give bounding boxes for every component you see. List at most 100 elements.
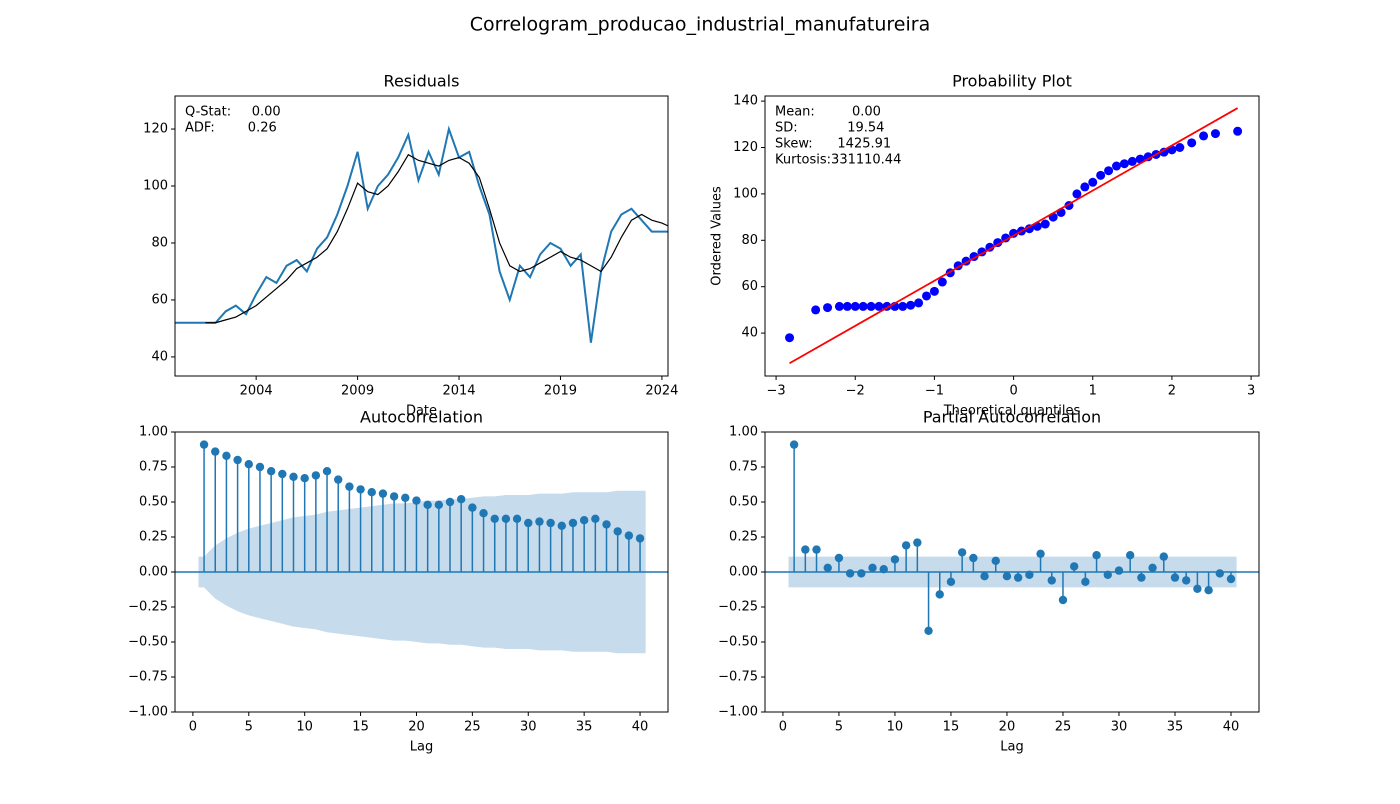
x-tick-label: 1 (1089, 384, 1097, 399)
stem-marker (1226, 574, 1236, 584)
y-tick-label: 1.00 (729, 425, 758, 440)
point (906, 300, 916, 310)
y-tick-label: 0.75 (729, 460, 758, 475)
stem-marker (991, 556, 1000, 565)
point (1009, 228, 1019, 238)
x-tick-label: 30 (1111, 720, 1128, 735)
y-tick-label: −0.25 (718, 600, 758, 615)
stem-marker (579, 516, 589, 525)
x-tick-label: 0 (1009, 384, 1017, 399)
panel-title: Probability Plot (952, 72, 1072, 91)
x-tick-label: 30 (520, 720, 537, 735)
y-tick-label: 100 (733, 186, 758, 201)
annotation: Skew: 1425.91 (775, 137, 891, 152)
point (834, 301, 844, 311)
stem-marker (244, 460, 253, 469)
y-tick-label: 60 (151, 292, 168, 307)
panel-title: Partial Autocorrelation (923, 408, 1101, 427)
stem-marker (1137, 573, 1146, 582)
stem-marker (1159, 552, 1168, 561)
point (858, 301, 868, 311)
stem-marker (568, 518, 578, 528)
y-tick-label: 40 (741, 326, 758, 341)
stem-marker (222, 451, 231, 460)
point (1119, 159, 1129, 169)
stem-marker (834, 553, 844, 563)
point (1088, 177, 1098, 187)
x-tick-label: −3 (766, 384, 785, 399)
stem-marker (624, 531, 634, 540)
point (929, 286, 939, 296)
stem-marker (868, 563, 877, 572)
y-tick-label: 40 (151, 349, 168, 364)
stem-marker (879, 565, 888, 574)
point (850, 301, 860, 311)
x-axis-label: Lag (410, 740, 433, 755)
point (1210, 129, 1220, 139)
axes-frame (174, 431, 669, 713)
stem-marker (901, 541, 911, 550)
point (914, 298, 924, 308)
stem-marker (635, 534, 645, 543)
axes-frame (764, 95, 1260, 377)
stem-marker (345, 482, 354, 491)
y-tick-label: −0.50 (128, 635, 168, 650)
annotation: SD: 19.54 (775, 121, 884, 136)
stem-marker (1002, 572, 1012, 581)
x-axis-label: Lag (1000, 740, 1023, 755)
point (823, 303, 833, 313)
x-tick-label: 35 (1167, 720, 1184, 735)
panel: 0 5 10 15 20 25 30 35 40 −1.00 −0.75 −0.50 −0.25 0.00… (718, 408, 1260, 755)
point (1159, 147, 1169, 157)
stem-marker (1181, 576, 1191, 585)
x-tick-label: 10 (887, 720, 904, 735)
stem-marker (546, 518, 555, 528)
stem-marker (812, 545, 821, 554)
point (1080, 182, 1090, 192)
y-tick-label: 80 (151, 235, 168, 250)
plot-area (175, 125, 668, 343)
stem-marker (479, 509, 488, 518)
annotation: Kurtosis:331110.44 (775, 153, 901, 168)
stem-marker (1025, 570, 1034, 579)
y-tick-label: 0.00 (139, 565, 168, 580)
stem-marker (1215, 569, 1224, 578)
point (898, 301, 908, 311)
stem-marker (1204, 586, 1213, 595)
stem-marker (1114, 566, 1124, 575)
x-tick-label: 15 (943, 720, 960, 735)
y-tick-label: 120 (733, 140, 758, 155)
axes-frame (764, 431, 1260, 713)
stem-marker (401, 493, 410, 502)
x-tick-label: 5 (245, 720, 253, 735)
annotation: ADF: 0.26 (185, 121, 277, 136)
point (922, 291, 931, 301)
stem-marker (322, 467, 332, 476)
point (1199, 131, 1209, 141)
x-tick-label: 2 (1168, 384, 1176, 399)
y-axis-label: Ordered Values (710, 186, 725, 286)
stem-marker (300, 474, 309, 483)
y-tick-label: 1.00 (139, 425, 168, 440)
stem-marker (266, 467, 276, 476)
y-tick-label: 0.00 (729, 565, 758, 580)
y-tick-label: −0.25 (128, 600, 168, 615)
stem-marker (501, 514, 511, 523)
stem-marker (1058, 595, 1068, 605)
point (1112, 161, 1121, 171)
y-tick-label: 140 (733, 94, 758, 109)
x-axis-label: Date (406, 404, 437, 419)
x-tick-label: 2004 (240, 384, 273, 399)
figure-title: Correlogram_producao_industrial_manufatu… (470, 14, 930, 36)
panel: −3 −2 −1 0 1 2 3 40 60 80 100 120 140 Probability Plo… (710, 72, 1260, 419)
stem-marker (535, 517, 544, 526)
x-tick-label: 20 (408, 720, 425, 735)
stem-marker (1125, 551, 1135, 560)
stem-marker (924, 626, 933, 635)
y-tick-label: 80 (741, 233, 758, 248)
stem-marker (1047, 576, 1056, 585)
y-tick-label: 0.50 (729, 495, 758, 510)
stem-marker (935, 590, 944, 599)
point (1233, 126, 1243, 136)
